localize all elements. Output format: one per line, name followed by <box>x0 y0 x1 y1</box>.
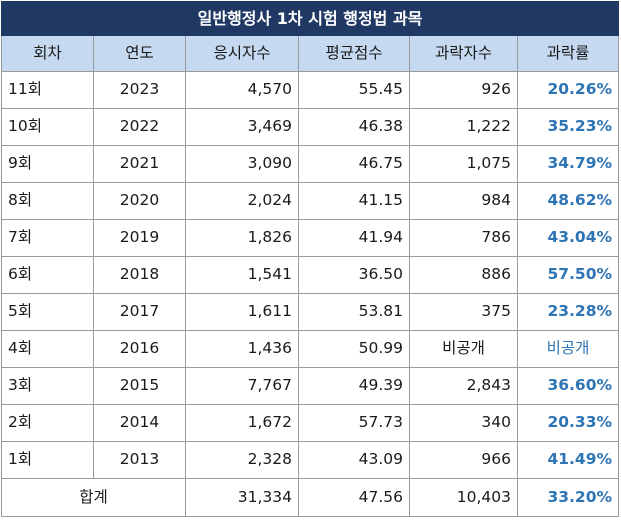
row-year: 2016 <box>93 330 186 368</box>
table-row: 2회 2014 1,672 57.73 340 20.33% <box>1 404 620 442</box>
row-fail-count: 비공개 <box>409 330 518 368</box>
row-year: 2018 <box>93 256 186 294</box>
row-fail-rate: 36.60% <box>516 367 620 405</box>
row-examinees: 1,541 <box>185 256 299 294</box>
header-examinees: 응시자수 <box>185 35 299 72</box>
row-examinees: 1,436 <box>185 330 299 368</box>
row-fail-count: 786 <box>409 219 518 257</box>
table-row: 4회 2016 1,436 50.99 비공개 비공개 <box>1 330 620 368</box>
row-fail-count: 966 <box>409 441 518 479</box>
table-title-row: 일반행정사 1차 시험 행정법 과목 <box>0 1 620 36</box>
row-year: 2022 <box>93 108 186 146</box>
row-round: 10회 <box>1 108 94 146</box>
row-year: 2020 <box>93 182 186 220</box>
row-fail-count: 2,843 <box>409 367 518 405</box>
row-year: 2013 <box>93 441 186 479</box>
row-examinees: 1,672 <box>185 404 299 442</box>
row-average-score: 53.81 <box>298 293 410 331</box>
row-year: 2014 <box>93 404 186 442</box>
table-row: 5회 2017 1,611 53.81 375 23.28% <box>1 293 620 331</box>
header-year: 연도 <box>93 35 186 72</box>
table-row: 3회 2015 7,767 49.39 2,843 36.60% <box>1 367 620 405</box>
row-fail-rate: 35.23% <box>516 108 620 146</box>
row-fail-count: 1,075 <box>409 145 518 183</box>
table-row: 8회 2020 2,024 41.15 984 48.62% <box>1 182 620 220</box>
table-row: 9회 2021 3,090 46.75 1,075 34.79% <box>1 145 620 183</box>
row-fail-rate: 48.62% <box>516 182 620 220</box>
row-average-score: 55.45 <box>298 71 410 109</box>
table-title: 일반행정사 1차 시험 행정법 과목 <box>0 1 620 36</box>
row-round: 11회 <box>1 71 94 109</box>
row-fail-rate: 34.79% <box>516 145 620 183</box>
row-fail-count: 340 <box>409 404 518 442</box>
header-fail-count: 과락자수 <box>409 35 518 72</box>
row-average-score: 57.73 <box>298 404 410 442</box>
total-average-score: 47.56 <box>298 478 410 517</box>
total-fail-count: 10,403 <box>409 478 518 517</box>
row-fail-count: 1,222 <box>409 108 518 146</box>
row-fail-rate: 20.33% <box>516 404 620 442</box>
row-round: 2회 <box>1 404 94 442</box>
row-fail-rate: 57.50% <box>516 256 620 294</box>
row-average-score: 46.75 <box>298 145 410 183</box>
row-average-score: 49.39 <box>298 367 410 405</box>
row-year: 2023 <box>93 71 186 109</box>
table-row: 10회 2022 3,469 46.38 1,222 35.23% <box>1 108 620 146</box>
row-fail-rate: 비공개 <box>516 330 620 368</box>
row-round: 8회 <box>1 182 94 220</box>
table-row: 7회 2019 1,826 41.94 786 43.04% <box>1 219 620 257</box>
row-examinees: 2,024 <box>185 182 299 220</box>
row-round: 4회 <box>1 330 94 368</box>
row-examinees: 1,826 <box>185 219 299 257</box>
table-row: 1회 2013 2,328 43.09 966 41.49% <box>1 441 620 479</box>
total-examinees: 31,334 <box>185 478 299 517</box>
header-average-score: 평균점수 <box>298 35 410 72</box>
row-fail-count: 984 <box>409 182 518 220</box>
row-fail-rate: 20.26% <box>516 71 620 109</box>
row-fail-rate: 41.49% <box>516 441 620 479</box>
row-round: 5회 <box>1 293 94 331</box>
row-examinees: 1,611 <box>185 293 299 331</box>
total-fail-rate: 33.20% <box>516 478 620 517</box>
total-label: 합계 <box>1 478 186 517</box>
row-average-score: 50.99 <box>298 330 410 368</box>
table-body: 11회 2023 4,570 55.45 926 20.26% 10회 2022 3,469 46… <box>1 71 620 479</box>
row-round: 7회 <box>1 219 94 257</box>
row-fail-count: 375 <box>409 293 518 331</box>
row-average-score: 36.50 <box>298 256 410 294</box>
row-year: 2017 <box>93 293 186 331</box>
row-fail-count: 886 <box>409 256 518 294</box>
row-average-score: 41.15 <box>298 182 410 220</box>
row-round: 9회 <box>1 145 94 183</box>
row-examinees: 4,570 <box>185 71 299 109</box>
row-year: 2019 <box>93 219 186 257</box>
table-row: 6회 2018 1,541 36.50 886 57.50% <box>1 256 620 294</box>
row-round: 6회 <box>1 256 94 294</box>
total-row: 합계 31,334 47.56 10,403 33.20% <box>1 478 620 517</box>
header-fail-rate: 과락률 <box>516 35 620 72</box>
row-examinees: 3,090 <box>185 145 299 183</box>
row-examinees: 2,328 <box>185 441 299 479</box>
row-year: 2015 <box>93 367 186 405</box>
row-examinees: 7,767 <box>185 367 299 405</box>
table-row: 11회 2023 4,570 55.45 926 20.26% <box>1 71 620 109</box>
row-round: 1회 <box>1 441 94 479</box>
row-year: 2021 <box>93 145 186 183</box>
row-fail-rate: 23.28% <box>516 293 620 331</box>
row-fail-count: 926 <box>409 71 518 109</box>
header-round: 회차 <box>1 35 94 72</box>
row-average-score: 43.09 <box>298 441 410 479</box>
row-round: 3회 <box>1 367 94 405</box>
row-average-score: 46.38 <box>298 108 410 146</box>
row-average-score: 41.94 <box>298 219 410 257</box>
table-header-row: 회차 연도 응시자수 평균점수 과락자수 과락률 <box>1 35 620 72</box>
row-examinees: 3,469 <box>185 108 299 146</box>
row-fail-rate: 43.04% <box>516 219 620 257</box>
